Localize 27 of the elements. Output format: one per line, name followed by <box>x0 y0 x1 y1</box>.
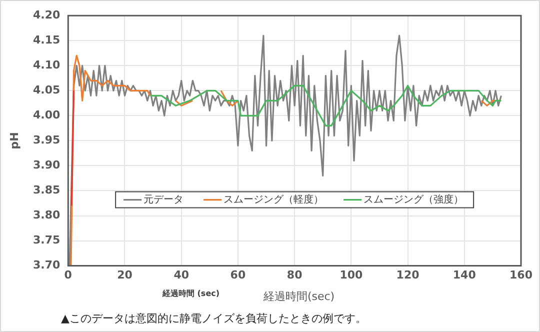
x-tick-label: 0 <box>64 268 72 282</box>
legend-label: スムージング（軽度） <box>224 193 324 206</box>
x-tick-label: 60 <box>230 268 246 282</box>
text: 経過時間 (sec) <box>161 289 220 298</box>
x-axis-title: 経過時間(sec) <box>262 290 335 303</box>
y-tick-label: 4.05 <box>33 84 60 97</box>
y-tick-label: 3.80 <box>33 208 60 222</box>
y-tick-label: 4.15 <box>33 33 60 46</box>
text: ▲このデータは意図的に静電ノイズを負荷したときの例です。 <box>61 312 366 325</box>
x-tick-label: 100 <box>340 268 363 282</box>
x-tick-label: 40 <box>174 268 190 282</box>
y-tick-label: 3.70 <box>33 258 60 272</box>
y-tick-label: 3.85 <box>33 184 60 197</box>
y-tick-label: 3.75 <box>33 234 60 247</box>
y-tick-label: 4.10 <box>33 58 60 72</box>
y-tick-label: 3.95 <box>33 134 60 147</box>
y-tick-label: 4.20 <box>33 8 60 22</box>
x-tick-label: 140 <box>452 268 476 282</box>
legend-label: 元データ <box>144 194 184 206</box>
y-tick-label: 3.90 <box>33 158 60 172</box>
x-tick-label: 120 <box>396 268 420 282</box>
x-tick-label: 20 <box>117 268 133 282</box>
legend-label: スムージング（強度） <box>364 193 464 206</box>
y-tick-label: 4.00 <box>33 108 60 122</box>
x-tick-label: 160 <box>510 268 533 282</box>
x-tick-label: 80 <box>286 268 303 282</box>
y-axis-title: pH <box>8 132 21 150</box>
